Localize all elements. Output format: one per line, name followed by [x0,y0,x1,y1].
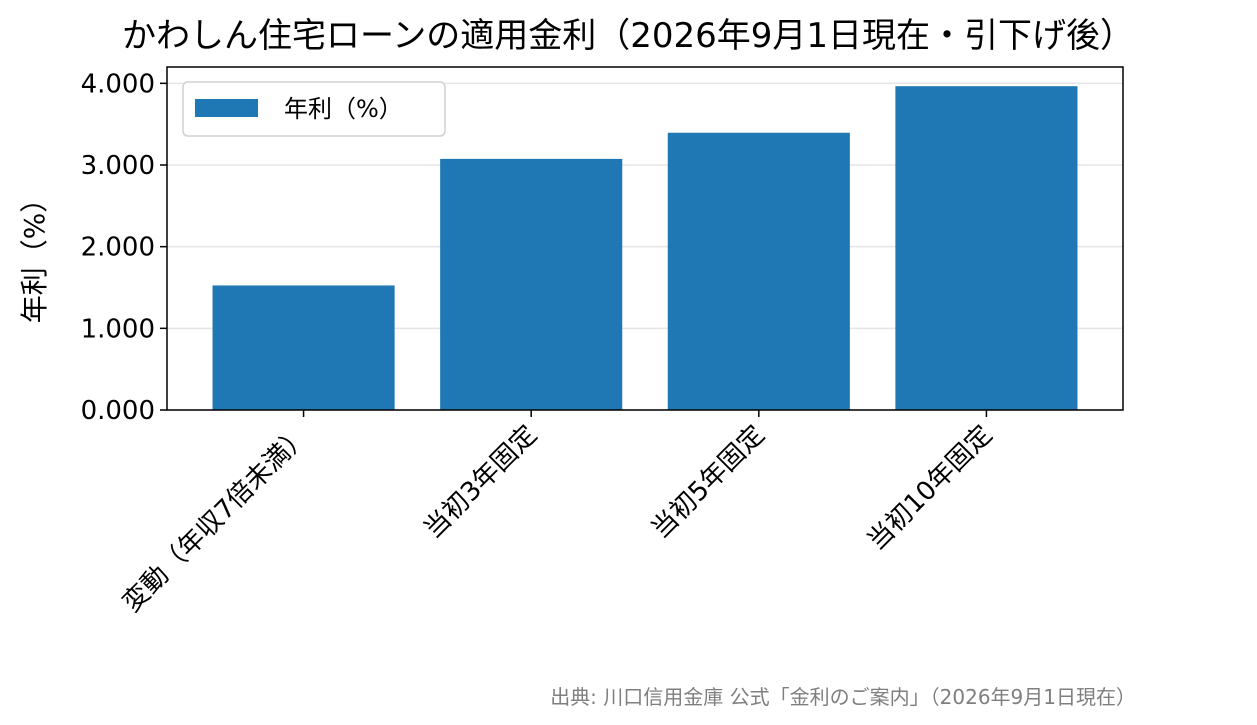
bar [667,132,850,410]
legend: 年利（%） [182,81,446,137]
y-tick-label: 0.000 [81,396,155,426]
y-axis-label: 年利（%） [18,185,51,324]
x-tick-label: 当初5年固定 [646,420,771,545]
x-axis: 変動（年収7倍未満） 当初3年固定 当初5年固定 当初10年固定 [117,410,998,618]
bar [440,158,623,410]
legend-swatch [195,99,258,117]
x-tick-label: 当初10年固定 [862,420,999,557]
x-tick-label: 変動（年収7倍未満） [117,420,315,618]
y-tick-label: 4.000 [81,69,155,99]
y-tick-label: 2.000 [81,233,155,263]
chart-title: かわしん住宅ローンの適用金利（2026年9月1日現在・引下げ後） [122,16,1134,56]
y-axis: 0.000 1.000 2.000 3.000 4.000 [81,69,167,426]
bar [895,86,1078,411]
legend-label: 年利（%） [284,95,403,123]
y-tick-label: 3.000 [81,151,155,181]
source-note: 出典: 川口信用金庫 公式「金利のご案内」（2026年9月1日現在） [550,685,1136,709]
legend-box [182,81,446,137]
y-tick-label: 1.000 [81,314,155,344]
x-tick-label: 当初3年固定 [418,420,543,545]
plot-frame [166,66,1124,411]
bars [212,86,1078,411]
bar [212,285,395,410]
